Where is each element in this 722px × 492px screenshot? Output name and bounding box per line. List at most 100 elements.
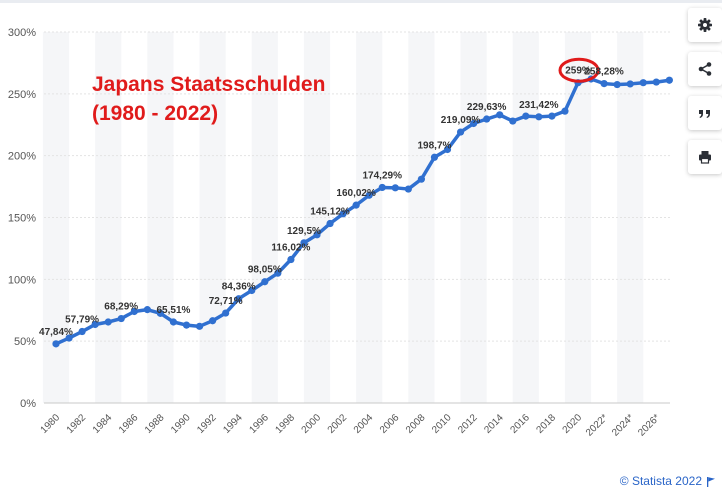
- annotation-line-1: Japans Staatsschulden: [92, 73, 326, 96]
- data-point[interactable]: [522, 112, 530, 120]
- data-label: 174,29%: [363, 170, 403, 181]
- data-point[interactable]: [169, 318, 178, 326]
- x-tick-label: 1994: [221, 412, 245, 436]
- data-point[interactable]: [613, 80, 621, 89]
- print-icon: [699, 151, 711, 164]
- credit-text: © Statista 2022: [619, 474, 702, 488]
- data-point[interactable]: [404, 185, 412, 193]
- data-point[interactable]: [456, 128, 465, 136]
- statista-credit[interactable]: © Statista 2022: [620, 474, 716, 488]
- data-point[interactable]: [65, 334, 73, 342]
- data-point[interactable]: [417, 175, 425, 183]
- chart-toolbar: [688, 8, 722, 184]
- data-point[interactable]: [78, 327, 86, 336]
- data-point[interactable]: [104, 318, 112, 326]
- data-point[interactable]: [535, 113, 543, 121]
- y-tick-label: 0%: [20, 398, 36, 410]
- quote-icon: [699, 110, 710, 118]
- data-point[interactable]: [326, 219, 334, 228]
- x-tick-label: 1996: [247, 412, 271, 436]
- x-tick-label: 1982: [65, 412, 89, 436]
- data-label: 57,79%: [65, 315, 99, 326]
- chart-annotation-title: Japans Staatsschulden (1980 - 2022): [92, 70, 325, 128]
- x-tick-label: 2018: [535, 412, 559, 436]
- data-point[interactable]: [261, 278, 269, 286]
- x-tick-label: 1988: [143, 412, 167, 436]
- print-button[interactable]: [688, 140, 722, 174]
- data-point[interactable]: [287, 255, 295, 264]
- y-tick-label: 50%: [14, 336, 36, 348]
- data-point[interactable]: [483, 115, 491, 123]
- cite-button[interactable]: [688, 96, 722, 130]
- data-point[interactable]: [548, 112, 556, 120]
- data-label: 116,02%: [271, 243, 310, 254]
- data-label: 231,42%: [519, 100, 559, 111]
- data-point[interactable]: [182, 321, 191, 329]
- y-tick-label: 100%: [8, 274, 36, 286]
- data-point[interactable]: [470, 119, 478, 128]
- data-point[interactable]: [352, 201, 360, 209]
- share-icon: [698, 62, 712, 76]
- data-point[interactable]: [378, 183, 386, 192]
- x-tick-label: 2004: [352, 412, 376, 436]
- data-point[interactable]: [222, 309, 230, 317]
- data-point[interactable]: [339, 210, 347, 218]
- data-point[interactable]: [391, 184, 399, 192]
- x-tick-label: 2022*: [584, 412, 610, 438]
- data-point[interactable]: [91, 320, 99, 329]
- data-point[interactable]: [156, 309, 164, 317]
- data-point[interactable]: [209, 317, 217, 325]
- data-point[interactable]: [117, 314, 125, 323]
- data-point[interactable]: [143, 306, 151, 314]
- x-tick-label: 2006: [378, 412, 402, 436]
- data-point[interactable]: [639, 79, 647, 87]
- gear-icon: [698, 18, 712, 32]
- x-tick-label: 1980: [39, 412, 63, 436]
- highlight-ellipse: [558, 57, 600, 83]
- x-tick-label: 2002: [326, 412, 350, 436]
- annotation-line-2: (1980 - 2022): [92, 102, 219, 125]
- x-tick-label: 1984: [91, 412, 115, 436]
- data-point[interactable]: [496, 111, 504, 119]
- settings-button[interactable]: [688, 8, 722, 42]
- data-point[interactable]: [300, 239, 308, 247]
- data-label: 145,12%: [310, 207, 350, 218]
- data-point[interactable]: [52, 340, 60, 348]
- data-point[interactable]: [130, 307, 138, 316]
- data-point[interactable]: [626, 80, 634, 88]
- y-tick-label: 150%: [8, 213, 36, 225]
- data-point[interactable]: [561, 107, 569, 115]
- x-tick-label: 2008: [404, 412, 428, 436]
- data-label: 68,29%: [104, 302, 138, 313]
- data-point[interactable]: [430, 153, 439, 161]
- top-border: [0, 0, 722, 3]
- x-tick-label: 2014: [482, 412, 506, 436]
- x-tick-label: 1992: [195, 412, 219, 436]
- data-point[interactable]: [235, 295, 243, 303]
- data-point[interactable]: [600, 79, 608, 88]
- y-tick-label: 200%: [8, 151, 36, 163]
- data-point[interactable]: [365, 191, 373, 199]
- data-label: 160,02%: [336, 188, 376, 199]
- data-point[interactable]: [195, 322, 204, 330]
- data-point[interactable]: [274, 269, 282, 277]
- x-tick-label: 2020: [561, 412, 585, 436]
- y-tick-label: 250%: [8, 89, 36, 101]
- x-tick-label: 1986: [117, 412, 141, 436]
- data-label: 129,5%: [287, 226, 321, 237]
- data-point[interactable]: [443, 145, 452, 154]
- x-tick-label: 2024*: [610, 412, 636, 438]
- data-point[interactable]: [248, 286, 256, 295]
- data-point[interactable]: [313, 231, 321, 239]
- share-button[interactable]: [688, 52, 722, 86]
- data-label: 47,84%: [39, 327, 73, 338]
- data-label: 65,51%: [156, 305, 190, 316]
- x-tick-label: 2026*: [636, 412, 662, 438]
- data-label: 259%: [565, 66, 591, 77]
- data-point[interactable]: [509, 117, 517, 125]
- x-tick-label: 1998: [274, 412, 298, 436]
- y-tick-label: 300%: [8, 27, 36, 39]
- x-tick-label: 2016: [508, 412, 532, 436]
- data-point[interactable]: [652, 78, 660, 86]
- data-point[interactable]: [665, 76, 673, 84]
